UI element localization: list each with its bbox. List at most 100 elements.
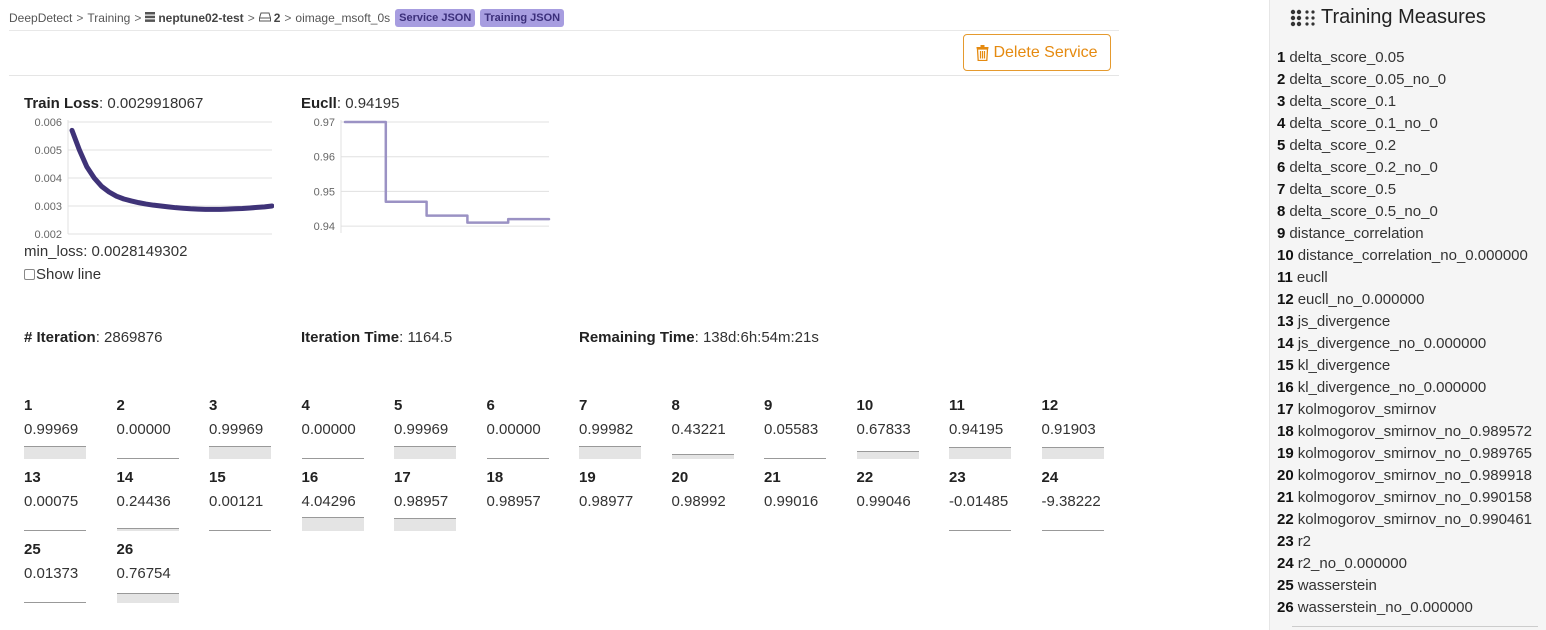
measure-value: 0.94195 bbox=[949, 421, 1004, 438]
remaining-time-value: 138d:6h:54m:21s bbox=[702, 329, 819, 346]
training-json-button[interactable]: Training JSON bbox=[480, 9, 565, 27]
measure-index: 3 bbox=[209, 397, 218, 414]
sparkline-line bbox=[671, 454, 734, 455]
measure-list-label: delta_score_0.05 bbox=[1289, 49, 1405, 66]
measure-cell: 4 0.00000 bbox=[301, 397, 364, 459]
measure-list-label: delta_score_0.1_no_0 bbox=[1289, 115, 1438, 132]
sparkline-line bbox=[24, 530, 86, 531]
measure-list-index: 13 bbox=[1277, 313, 1294, 330]
measure-value: 4.04296 bbox=[301, 493, 356, 510]
sparkline-line bbox=[301, 458, 364, 459]
measure-sparkline bbox=[487, 515, 549, 531]
measure-list-item: 13 js_divergence bbox=[1277, 311, 1532, 333]
measure-list-index: 5 bbox=[1277, 137, 1286, 154]
measure-list-index: 7 bbox=[1277, 181, 1286, 198]
measure-list-item: 22 kolmogorov_smirnov_no_0.990461 bbox=[1277, 509, 1532, 531]
sparkline-line bbox=[116, 458, 179, 459]
measure-list-label: kl_divergence bbox=[1297, 357, 1391, 374]
measures-list: 1 delta_score_0.05 2 delta_score_0.05_no_0 3… bbox=[1277, 47, 1532, 619]
y-tick-label: 0.94 bbox=[314, 221, 335, 233]
measure-cell: 23 -0.01485 bbox=[949, 469, 1011, 531]
measure-index: 16 bbox=[301, 469, 319, 486]
measure-cell: 10 0.67833 bbox=[856, 397, 919, 459]
iteration-label: # Iteration bbox=[24, 329, 96, 346]
measure-list-item: 17 kolmogorov_smirnov bbox=[1277, 399, 1532, 421]
measure-index: 21 bbox=[764, 469, 781, 486]
measure-value: 0.01373 bbox=[24, 565, 79, 582]
measure-list-item: 24 r2_no_0.000000 bbox=[1277, 553, 1532, 575]
measure-index: 12 bbox=[1041, 397, 1059, 414]
sparkline-line bbox=[209, 530, 271, 531]
measure-list-item: 18 kolmogorov_smirnov_no_0.989572 bbox=[1277, 421, 1532, 443]
breadcrumb-root[interactable]: DeepDetect bbox=[9, 11, 73, 25]
measure-sparkline bbox=[394, 443, 456, 459]
measure-list-item: 4 delta_score_0.1_no_0 bbox=[1277, 113, 1532, 135]
measure-index: 26 bbox=[116, 541, 134, 558]
show-line-toggle[interactable]: Show line bbox=[24, 266, 101, 283]
measure-list-item: 15 kl_divergence bbox=[1277, 355, 1532, 377]
measure-sparkline bbox=[394, 515, 456, 531]
measure-value: 0.99969 bbox=[24, 421, 79, 438]
measure-list-index: 11 bbox=[1277, 269, 1293, 286]
measure-index: 17 bbox=[394, 469, 411, 486]
sparkline-line bbox=[394, 446, 456, 447]
measure-list-item: 16 kl_divergence_no_0.000000 bbox=[1277, 377, 1532, 399]
measure-list-index: 15 bbox=[1277, 357, 1294, 374]
delete-service-button[interactable]: Delete Service bbox=[963, 34, 1111, 71]
min-loss-stat: min_loss: 0.0028149302 bbox=[24, 243, 188, 260]
measure-list-item: 14 js_divergence_no_0.000000 bbox=[1277, 333, 1532, 355]
measure-index: 2 bbox=[116, 397, 125, 414]
sparkline-fill bbox=[24, 446, 86, 459]
measure-value: 0.05583 bbox=[764, 421, 819, 438]
sparkline-line bbox=[1041, 447, 1104, 448]
breadcrumb-separator: > bbox=[247, 11, 255, 25]
breadcrumb-run[interactable]: 2 bbox=[273, 11, 281, 25]
sparkline-fill bbox=[949, 447, 1011, 459]
breadcrumb-section[interactable]: Training bbox=[87, 11, 131, 25]
sparkline-fill bbox=[301, 517, 364, 531]
measure-index: 15 bbox=[209, 469, 226, 486]
service-json-button[interactable]: Service JSON bbox=[395, 9, 476, 27]
measure-cell: 15 0.00121 bbox=[209, 469, 271, 531]
sparkline-line bbox=[856, 451, 919, 452]
measure-list-index: 23 bbox=[1277, 533, 1294, 550]
remaining-time-label: Remaining Time bbox=[579, 329, 695, 346]
measure-list-label: kolmogorov_smirnov_no_0.989765 bbox=[1297, 445, 1533, 462]
measure-index: 13 bbox=[24, 469, 41, 486]
breadcrumb-service[interactable]: neptune02-test bbox=[158, 11, 244, 25]
y-tick-label: 0.005 bbox=[34, 145, 62, 157]
measure-cell: 16 4.04296 bbox=[301, 469, 364, 531]
measure-cell: 24 -9.38222 bbox=[1041, 469, 1104, 531]
show-line-checkbox[interactable] bbox=[24, 269, 35, 280]
measure-sparkline bbox=[116, 587, 179, 603]
measure-sparkline bbox=[857, 515, 919, 531]
breadcrumb-separator: > bbox=[134, 11, 142, 25]
measure-value: 0.00000 bbox=[301, 421, 356, 438]
measure-list-index: 20 bbox=[1277, 467, 1294, 484]
measure-list-item: 8 delta_score_0.5_no_0 bbox=[1277, 201, 1532, 223]
measure-cell: 2 0.00000 bbox=[116, 397, 179, 459]
measure-list-label: r2_no_0.000000 bbox=[1297, 555, 1407, 572]
measure-index: 19 bbox=[579, 469, 596, 486]
sparkline-line bbox=[24, 446, 86, 447]
measure-list-index: 10 bbox=[1277, 247, 1294, 264]
divider bbox=[9, 75, 1119, 76]
hdd-icon bbox=[258, 11, 271, 25]
sparkline-fill bbox=[116, 528, 179, 531]
measure-sparkline bbox=[209, 515, 271, 531]
measure-list-label: distance_correlation_no_0.000000 bbox=[1297, 247, 1528, 264]
sparkline-fill bbox=[579, 446, 641, 459]
measure-list-index: 6 bbox=[1277, 159, 1286, 176]
measure-cell: 3 0.99969 bbox=[209, 397, 271, 459]
measure-list-label: r2 bbox=[1297, 533, 1312, 550]
sparkline-line bbox=[486, 458, 549, 459]
measure-list-item: 6 delta_score_0.2_no_0 bbox=[1277, 157, 1532, 179]
measure-sparkline bbox=[486, 443, 549, 459]
breadcrumb-model: oimage_msoft_0s bbox=[295, 11, 391, 25]
y-tick-label: 0.006 bbox=[34, 117, 62, 129]
min-loss-value: 0.0028149302 bbox=[91, 243, 188, 260]
measure-list-item: 2 delta_score_0.05_no_0 bbox=[1277, 69, 1532, 91]
train-loss-label: Train Loss bbox=[24, 95, 100, 112]
measure-list-index: 1 bbox=[1277, 49, 1286, 66]
measure-list-label: kolmogorov_smirnov_no_0.990461 bbox=[1297, 511, 1533, 528]
